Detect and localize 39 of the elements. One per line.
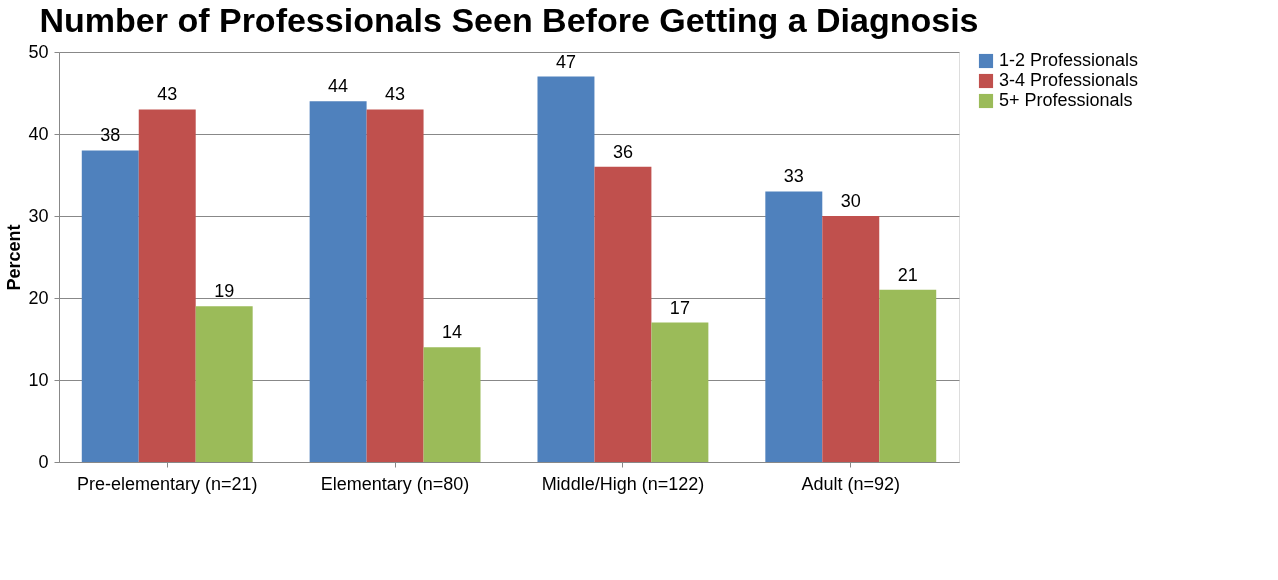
data-label: 33 — [783, 166, 804, 187]
bar — [822, 216, 880, 462]
bar — [81, 150, 139, 462]
x-tick-label: Elementary (n=80) — [320, 473, 470, 494]
x-tick-label: Middle/High (n=122) — [541, 473, 705, 494]
chart-title: Number of Professionals Seen Before Getting a Diagnosis — [39, 1, 979, 39]
bar — [195, 306, 253, 462]
bar — [423, 347, 481, 462]
y-tick-label: 50 — [28, 41, 49, 62]
data-label: 43 — [385, 84, 406, 105]
data-label: 17 — [669, 297, 690, 318]
data-label: 30 — [840, 191, 861, 211]
data-label: 38 — [100, 125, 121, 146]
data-label: 14 — [442, 322, 463, 343]
y-axis-title: Percent — [4, 224, 25, 291]
y-tick-label: 30 — [28, 205, 49, 226]
data-label: 36 — [612, 141, 633, 162]
data-label: 21 — [897, 264, 918, 285]
data-label: 43 — [157, 84, 178, 105]
bar — [366, 109, 424, 462]
y-tick-label: 10 — [28, 369, 49, 390]
legend-label: 5+ Professionals — [999, 90, 1133, 110]
y-tick-label: 40 — [28, 123, 49, 144]
bar — [537, 76, 595, 462]
x-tick-label: Adult (n=92) — [801, 473, 901, 494]
bar — [138, 109, 196, 462]
bar — [309, 101, 367, 462]
bar — [651, 322, 709, 462]
legend-label: 3-4 Professionals — [999, 70, 1139, 90]
bar — [879, 289, 937, 462]
data-label: 44 — [328, 76, 349, 97]
y-tick-label: 0 — [38, 451, 49, 472]
bar — [765, 191, 823, 462]
bar — [594, 166, 652, 462]
x-tick-label: Pre-elementary (n=21) — [76, 473, 258, 494]
data-label: 19 — [214, 281, 235, 302]
legend-label: 1-2 Professionals — [999, 50, 1139, 70]
data-label: 47 — [555, 51, 576, 72]
y-tick-label: 20 — [28, 287, 49, 308]
